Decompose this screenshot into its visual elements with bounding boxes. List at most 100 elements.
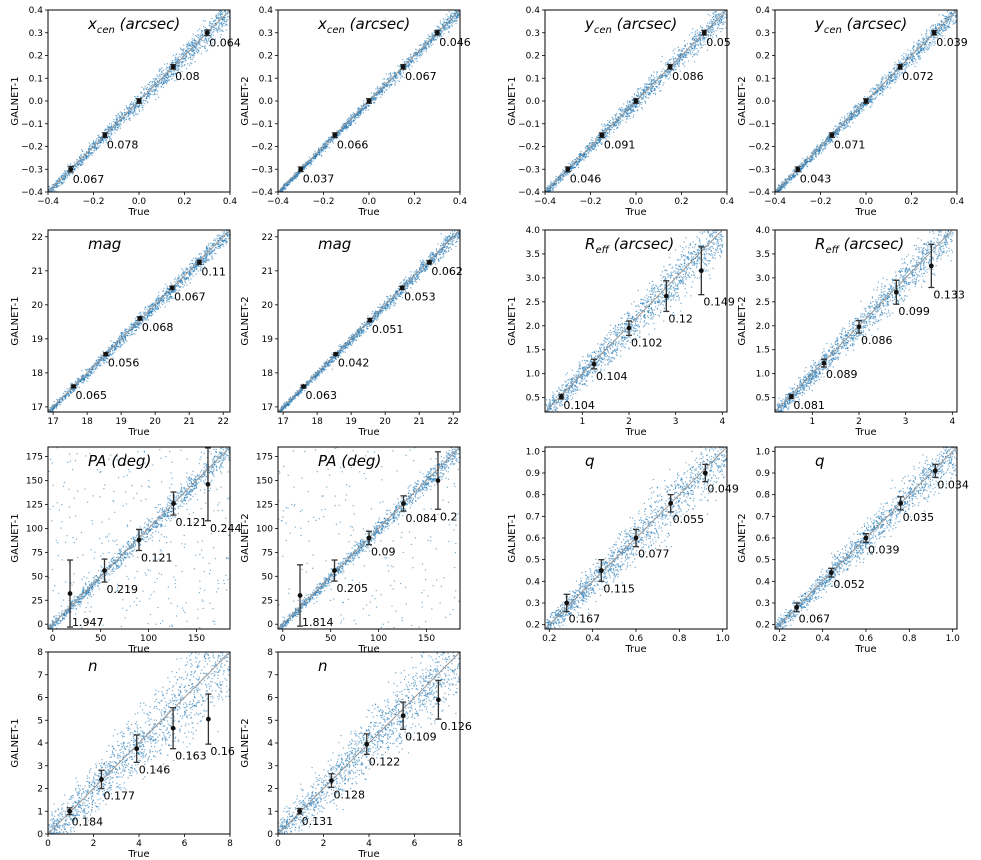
scatter-point [630, 103, 632, 105]
scatter-point [382, 78, 384, 80]
scatter-point [171, 62, 173, 64]
scatter-point [321, 150, 323, 152]
scatter-point [66, 171, 68, 173]
scatter-point [214, 20, 216, 22]
scatter-point [894, 61, 896, 64]
panel-title: xcen (arcsec) [317, 15, 410, 36]
scatter-point [694, 32, 696, 34]
scatter-point [608, 121, 610, 123]
scatter-point [437, 25, 439, 28]
scatter-point [426, 44, 428, 46]
scatter-point [826, 142, 828, 144]
scatter-point [645, 93, 647, 96]
scatter-point [446, 19, 448, 21]
scatter-point [171, 63, 173, 65]
scatter-point [81, 161, 83, 163]
scatter-point [674, 57, 676, 60]
scatter-point [717, 20, 719, 22]
scatter-point [350, 115, 352, 117]
scatter-point [458, 16, 460, 18]
scatter-point [58, 178, 60, 180]
scatter-point [587, 145, 589, 147]
scatter-point [683, 40, 686, 42]
scatter-point [667, 62, 670, 64]
scatter-point [210, 30, 212, 32]
data-label: 0.086 [672, 70, 704, 83]
scatter-point [881, 90, 883, 92]
scatter-point [652, 75, 654, 77]
scatter-point [627, 112, 629, 114]
scatter-point [312, 160, 314, 162]
scatter-point [143, 94, 145, 96]
scatter-point [694, 34, 696, 36]
scatter-point [707, 22, 709, 24]
scatter-point [812, 151, 814, 153]
scatter-point [693, 53, 695, 55]
scatter-point [653, 79, 655, 81]
scatter-point [883, 82, 886, 84]
scatter-point [279, 190, 281, 192]
scatter-point [124, 120, 126, 122]
scatter-point [437, 37, 439, 39]
scatter-point [400, 77, 402, 79]
scatter-point [165, 81, 167, 84]
scatter-point [632, 99, 634, 102]
scatter-point [599, 142, 602, 144]
scatter-point [441, 31, 443, 33]
scatter-point [684, 54, 686, 56]
scatter-point [552, 189, 554, 191]
scatter-point [553, 183, 555, 185]
scatter-point [194, 41, 196, 43]
scatter-point [605, 138, 607, 140]
scatter-point [313, 152, 315, 154]
scatter-point [653, 81, 655, 83]
scatter-point [196, 43, 198, 45]
scatter-point [222, 18, 224, 20]
scatter-point [389, 84, 391, 86]
scatter-point [446, 27, 448, 29]
scatter-point [199, 28, 201, 30]
scatter-point [67, 173, 69, 175]
scatter-point [399, 73, 401, 75]
scatter-point [146, 86, 148, 89]
scatter-point [432, 39, 434, 41]
scatter-point [287, 182, 289, 184]
scatter-point [282, 187, 284, 189]
scatter-point [343, 123, 345, 125]
scatter-point [608, 124, 610, 126]
scatter-point [588, 146, 590, 148]
scatter-point [166, 66, 168, 68]
scatter-point [672, 60, 674, 62]
scatter-point [583, 159, 585, 161]
scatter-point [61, 183, 63, 185]
scatter-point [374, 98, 376, 100]
scatter-point [215, 22, 217, 24]
scatter-point [320, 150, 322, 152]
scatter-point [563, 175, 565, 177]
scatter-point [397, 65, 399, 67]
scatter-point [361, 108, 363, 110]
scatter-point [148, 97, 150, 99]
scatter-point [405, 67, 407, 69]
scatter-point [679, 53, 681, 55]
scatter-point [882, 89, 884, 91]
scatter-point [160, 82, 162, 84]
scatter-point [279, 193, 280, 194]
x-tick-label: −0.4 [37, 197, 59, 207]
scatter-point [125, 119, 127, 121]
scatter-point [559, 177, 561, 179]
scatter-point [716, 36, 718, 38]
scatter-point [54, 194, 55, 195]
scatter-point [189, 56, 191, 59]
scatter-point [115, 129, 117, 131]
scatter-point [450, 15, 452, 17]
scatter-point [110, 123, 113, 125]
scatter-point [681, 49, 683, 51]
scatter-point [50, 194, 51, 195]
bin-marker [701, 30, 707, 36]
scatter-point [229, 1, 230, 2]
scatter-point [303, 163, 305, 165]
scatter-point [619, 121, 621, 124]
scatter-point [444, 29, 446, 31]
scatter-point [88, 153, 90, 156]
